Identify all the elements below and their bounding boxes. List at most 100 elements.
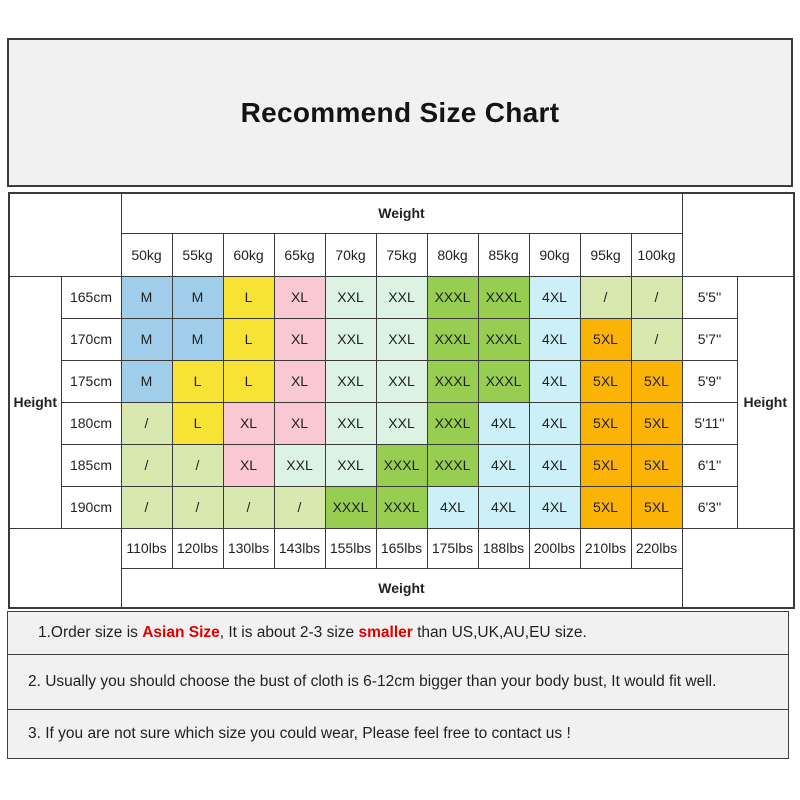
size-cell: / [171, 443, 224, 487]
size-cell: M [171, 317, 224, 361]
size-cell: 4XL [477, 485, 530, 529]
size-cell: M [120, 317, 173, 361]
kg-header-cell: 85kg [477, 232, 530, 277]
size-cell: 5XL [630, 401, 683, 445]
size-cell: 4XL [426, 485, 479, 529]
note-text: 1.Order size is [38, 624, 143, 641]
lbs-cell: 220lbs [630, 527, 683, 569]
page-title: Recommend Size Chart [240, 96, 560, 128]
size-cell: XL [273, 275, 326, 319]
kg-header-cell: 55kg [171, 232, 224, 277]
size-row-180cm: 180cm / L XL XL XXL XXL XXXL 4XL 4XL 5XL 5XL 5'11'' [9, 401, 794, 445]
size-row-175cm: 175cm M L L XL XXL XXL XXXL XXXL 4XL 5XL 5XL 5'9'' [9, 359, 794, 403]
size-cell: XXXL [426, 317, 479, 361]
height-ftin-cell: 6'1'' [681, 443, 738, 487]
title-box: Recommend Size Chart [7, 38, 793, 187]
size-cell: 4XL [528, 359, 581, 403]
height-cm-cell: 165cm [60, 275, 122, 319]
size-cell: L [222, 317, 275, 361]
kg-header-cell: 70kg [324, 232, 377, 277]
lbs-cell: 130lbs [222, 527, 275, 569]
height-ftin-cell: 6'3'' [681, 485, 738, 529]
corner-bottom-left-cell [8, 527, 122, 609]
note-contact-us: 3. If you are not sure which size you co… [7, 709, 789, 759]
size-cell: 5XL [579, 485, 632, 529]
size-cell: XXL [324, 275, 377, 319]
lbs-cell: 200lbs [528, 527, 581, 569]
size-row-165cm: Height 165cm M M L XL XXL XXL XXXL XXXL 4XL //5'5''… [8, 275, 795, 529]
size-cell: XL [222, 443, 275, 487]
size-cell: XXXL [426, 401, 479, 445]
size-cell: 4XL [477, 401, 530, 445]
size-cell: XXL [324, 359, 377, 403]
size-cell: / [171, 485, 224, 529]
size-cell: XL [222, 401, 275, 445]
height-ftin-cell: 5'11'' [681, 401, 738, 445]
size-cell: L [222, 275, 275, 319]
size-cell: XXL [324, 401, 377, 445]
size-cell: M [120, 359, 173, 403]
note-text: 2. Usually you should choose the bust of… [28, 673, 717, 690]
note-order-size: 1.Order size is Asian Size, It is about … [7, 611, 789, 655]
size-cell: XXXL [477, 359, 530, 403]
height-ftin-cell: 5'9'' [681, 359, 738, 403]
height-cm-cell: 170cm [60, 317, 122, 361]
size-cell: 5XL [630, 443, 683, 487]
size-cell: 4XL [528, 443, 581, 487]
lbs-cell: 143lbs [273, 527, 326, 569]
size-cell: XXXL [426, 275, 479, 319]
size-cell: 4XL [528, 485, 581, 529]
size-cell: 5XL [630, 359, 683, 403]
height-cm-cell: 185cm [60, 443, 122, 487]
size-cell: 5XL [579, 443, 632, 487]
size-cell: 5XL [579, 401, 632, 445]
size-cell: XL [273, 401, 326, 445]
weight-footer-row: Weight [9, 567, 794, 609]
height-left-label: Height [8, 275, 62, 529]
weight-kg-row: 50kg 55kg 60kg 65kg 70kg 75kg 80kg 85kg 90kg 95kg… [9, 232, 794, 277]
corner-top-left-cell [8, 192, 122, 277]
size-cell: XXL [324, 317, 377, 361]
kg-header-cell: 65kg [273, 232, 326, 277]
height-cm-cell: 180cm [60, 401, 122, 445]
size-cell: M [171, 275, 224, 319]
size-cell: XXL [273, 443, 326, 487]
size-cell: 4XL [528, 275, 581, 319]
kg-header-cell: 50kg [120, 232, 173, 277]
height-ftin-cell: 5'5'' [681, 275, 738, 319]
size-cell: 5XL [579, 359, 632, 403]
lbs-cell: 120lbs [171, 527, 224, 569]
size-cell: XXL [375, 275, 428, 319]
size-chart-table: Weight 50kg 55kg 60kg 65kg 70kg 75kg 80kg 85kg 90… [8, 192, 795, 609]
size-cell: / [222, 485, 275, 529]
size-cell: 5XL [630, 485, 683, 529]
size-row-170cm: 170cm M M L XL XXL XXL XXXL XXXL 4XL 5XL/5'7'' [9, 317, 794, 361]
size-cell: XXXL [375, 443, 428, 487]
size-row-190cm: 190cm / / / / XXXL XXXL 4XL 4XL 4XL 5XL 5XL 6'3'' [9, 485, 794, 529]
size-cell: XL [273, 317, 326, 361]
lbs-cell: 155lbs [324, 527, 377, 569]
lbs-cell: 175lbs [426, 527, 479, 569]
size-cell: / [273, 485, 326, 529]
size-cell: XXL [375, 401, 428, 445]
lbs-cell: 188lbs [477, 527, 530, 569]
size-cell: XXXL [426, 443, 479, 487]
lbs-cell: 165lbs [375, 527, 428, 569]
kg-header-cell: 100kg [630, 232, 683, 277]
note-text: than US,UK,AU,EU size. [412, 624, 587, 641]
size-cell: / [120, 485, 173, 529]
corner-bottom-right-cell [681, 527, 795, 609]
lbs-cell: 110lbs [120, 527, 173, 569]
height-cm-cell: 190cm [60, 485, 122, 529]
size-cell: M [120, 275, 173, 319]
size-cell: L [171, 359, 224, 403]
size-cell: / [120, 443, 173, 487]
note-text: 3. If you are not sure which size you co… [28, 725, 571, 742]
size-cell: / [630, 275, 683, 319]
note-highlight-text: smaller [358, 624, 413, 641]
height-cm-cell: 175cm [60, 359, 122, 403]
lbs-cell: 210lbs [579, 527, 632, 569]
size-cell: XXL [375, 317, 428, 361]
corner-top-right-cell [681, 192, 795, 277]
size-row-185cm: 185cm / / XL XXL XXL XXXL XXXL 4XL 4XL 5XL 5XL 6'1'' [9, 443, 794, 487]
